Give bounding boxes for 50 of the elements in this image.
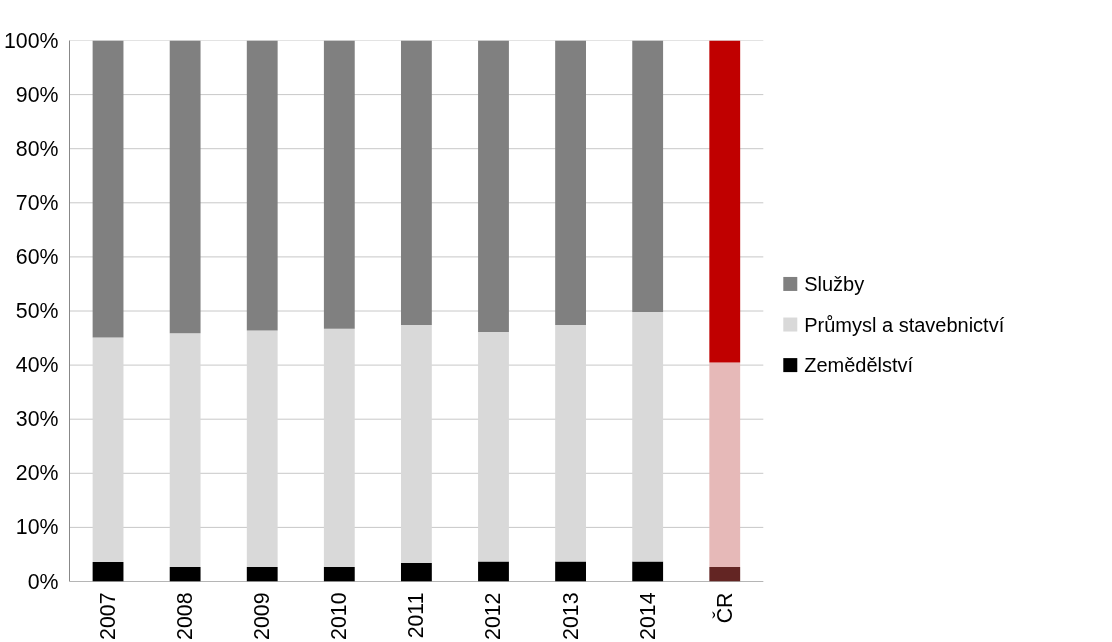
x-tick-label: ČR xyxy=(711,592,737,624)
x-tick-label: 2011 xyxy=(404,592,429,639)
bar xyxy=(323,328,355,567)
bar xyxy=(709,566,741,582)
y-tick-label: 20% xyxy=(15,461,59,486)
x-tick-label: 2008 xyxy=(173,592,198,640)
bar xyxy=(555,325,586,562)
bar xyxy=(555,561,586,582)
x-tick-label: 2012 xyxy=(481,592,506,640)
bar xyxy=(169,333,201,567)
bar xyxy=(632,40,664,313)
x-tick-label: 2009 xyxy=(250,592,275,640)
y-tick-label: 0% xyxy=(27,569,59,594)
bar xyxy=(400,40,432,326)
bar xyxy=(92,337,124,563)
bar xyxy=(323,566,355,582)
bar xyxy=(246,330,278,567)
y-tick-label: 60% xyxy=(15,244,59,269)
bar xyxy=(169,40,201,334)
bar xyxy=(632,561,664,582)
y-tick-label: 30% xyxy=(15,407,59,432)
bar xyxy=(709,40,741,363)
legend-label: Zemědělství xyxy=(804,354,914,377)
y-tick-label: 100% xyxy=(3,28,59,53)
y-tick-label: 50% xyxy=(15,299,59,323)
bar xyxy=(246,566,278,582)
legend-label: Služby xyxy=(804,272,865,295)
bar xyxy=(478,332,509,562)
x-tick-label: 2007 xyxy=(96,592,121,640)
bar xyxy=(709,362,741,567)
bar xyxy=(246,40,278,331)
bar xyxy=(400,563,432,582)
bar xyxy=(323,40,355,329)
bar xyxy=(92,562,124,582)
bar xyxy=(478,561,509,582)
x-tick-label: 2010 xyxy=(327,592,352,640)
y-tick-label: 10% xyxy=(15,515,59,540)
bar xyxy=(478,40,509,333)
bar xyxy=(632,312,664,562)
bar xyxy=(92,40,124,338)
legend-label: Průmysl a stavebnictví xyxy=(804,313,1005,336)
y-tick-label: 90% xyxy=(15,82,59,107)
y-tick-label: 40% xyxy=(15,353,59,378)
y-tick-label: 80% xyxy=(15,136,59,161)
x-tick-label: 2014 xyxy=(635,592,660,640)
bar xyxy=(555,40,586,326)
y-tick-label: 70% xyxy=(15,190,59,215)
bar xyxy=(169,566,201,582)
bar xyxy=(400,325,432,564)
x-tick-label: 2013 xyxy=(558,592,583,640)
